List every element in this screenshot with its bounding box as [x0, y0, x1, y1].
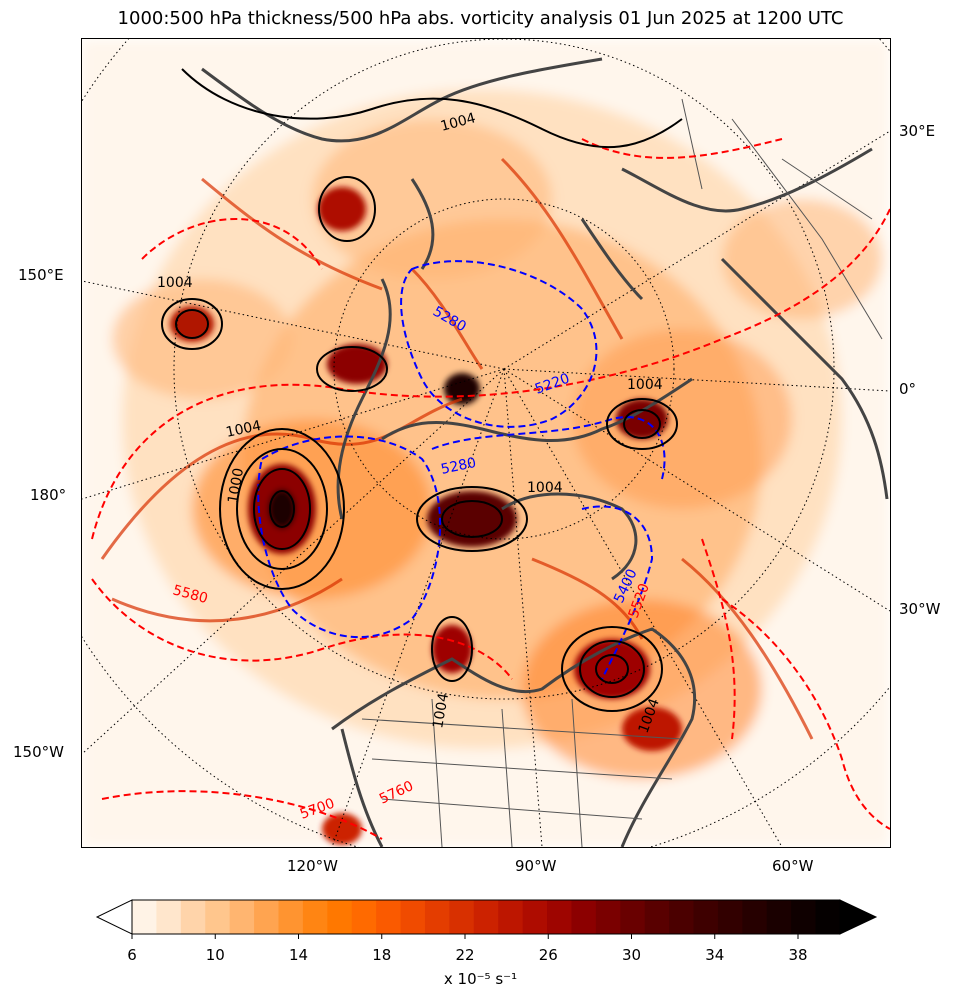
colorbar-segment: [498, 900, 524, 934]
colorbar-segment: [620, 900, 646, 934]
colorbar-segment: [595, 900, 621, 934]
thickness-label-blue: 5280: [440, 455, 478, 478]
colorbar-segment: [205, 900, 231, 934]
colorbar-segment: [522, 900, 548, 934]
colorbar-segment: [302, 900, 328, 934]
colorbar-segment: [717, 900, 743, 934]
colorbar-segment: [180, 900, 206, 934]
colorbar-tick-label: 18: [372, 946, 392, 964]
colorbar-segment: [766, 900, 792, 934]
map-canvas: 1004 1004 1004 1004 1000 1004 1004 1004 …: [82, 39, 890, 847]
colorbar-tick-label: 10: [205, 946, 225, 964]
vorticity-streaks: [100, 157, 814, 740]
meridians: [82, 130, 890, 847]
colorbar-segment: [400, 900, 426, 934]
vorticity-shading: [82, 39, 890, 847]
colorbar-segment: [351, 900, 377, 934]
mslp-contours: [161, 68, 683, 712]
lon-label-right: 0°: [899, 380, 917, 398]
lon-label-right: 30°E: [899, 122, 936, 140]
colorbar-segment: [449, 900, 475, 934]
colorbar-segment: [815, 900, 841, 934]
colorbar-segment: [693, 900, 719, 934]
colorbar-segment: [644, 900, 670, 934]
mslp-label: 1004: [627, 377, 663, 393]
colorbar-segment: [132, 900, 158, 934]
lon-label-right: 30°W: [899, 600, 941, 618]
colorbar-tick-label: 38: [788, 946, 808, 964]
colorbar-segment: [424, 900, 450, 934]
thickness-contours-blue: [257, 260, 666, 680]
colorbar-segment: [571, 900, 597, 934]
colorbar-segment: [547, 900, 573, 934]
colorbar-tick-label: 30: [621, 946, 642, 964]
chart-title: 1000:500 hPa thickness/500 hPa abs. vort…: [117, 8, 844, 29]
colorbar-segment: [254, 900, 280, 934]
colorbar-segment: [791, 900, 817, 934]
lon-label-left: 150°W: [13, 743, 64, 761]
colorbar-segment: [229, 900, 255, 934]
lon-label-bottom: 90°W: [515, 857, 557, 875]
colorbar-tick-label: 26: [538, 946, 558, 964]
mslp-label: 1004: [527, 480, 563, 496]
colorbar-tick-label: 6: [127, 946, 137, 964]
colorbar-segment: [327, 900, 353, 934]
thickness-contours-red: [91, 138, 890, 840]
lon-label-bottom: 120°W: [287, 857, 338, 875]
colorbar-segment: [473, 900, 499, 934]
colorbar-tick-label: 34: [705, 946, 725, 964]
boundaries: [361, 98, 883, 847]
colorbar-bar: [95, 899, 878, 939]
colorbar-tick-label: 22: [455, 946, 475, 964]
lon-label-bottom: 60°W: [772, 857, 814, 875]
mslp-label: 1004: [157, 275, 193, 291]
colorbar-units: x 10⁻⁵ s⁻¹: [443, 970, 518, 988]
colorbar-under-extend: [95, 899, 133, 935]
colorbar-segment: [376, 900, 402, 934]
colorbar-tick-label: 14: [288, 946, 309, 964]
mslp-label: 1004: [430, 692, 452, 730]
colorbar-over-extend: [839, 899, 878, 935]
colorbar-frame: [131, 899, 841, 935]
lon-label-left: 150°E: [18, 266, 64, 284]
colorbar-segment: [669, 900, 695, 934]
mslp-label: 1004: [225, 418, 263, 441]
mslp-label: 1000: [225, 467, 247, 505]
colorbar: 6 10 14 18 22 26 30 34 38: [0, 890, 961, 1000]
colorbar-segment: [742, 900, 768, 934]
map-panel: 1004 1004 1004 1004 1000 1004 1004 1004 …: [81, 38, 891, 848]
lon-label-left: 180°: [30, 486, 67, 504]
colorbar-segment: [278, 900, 304, 934]
colorbar-segment: [156, 900, 182, 934]
